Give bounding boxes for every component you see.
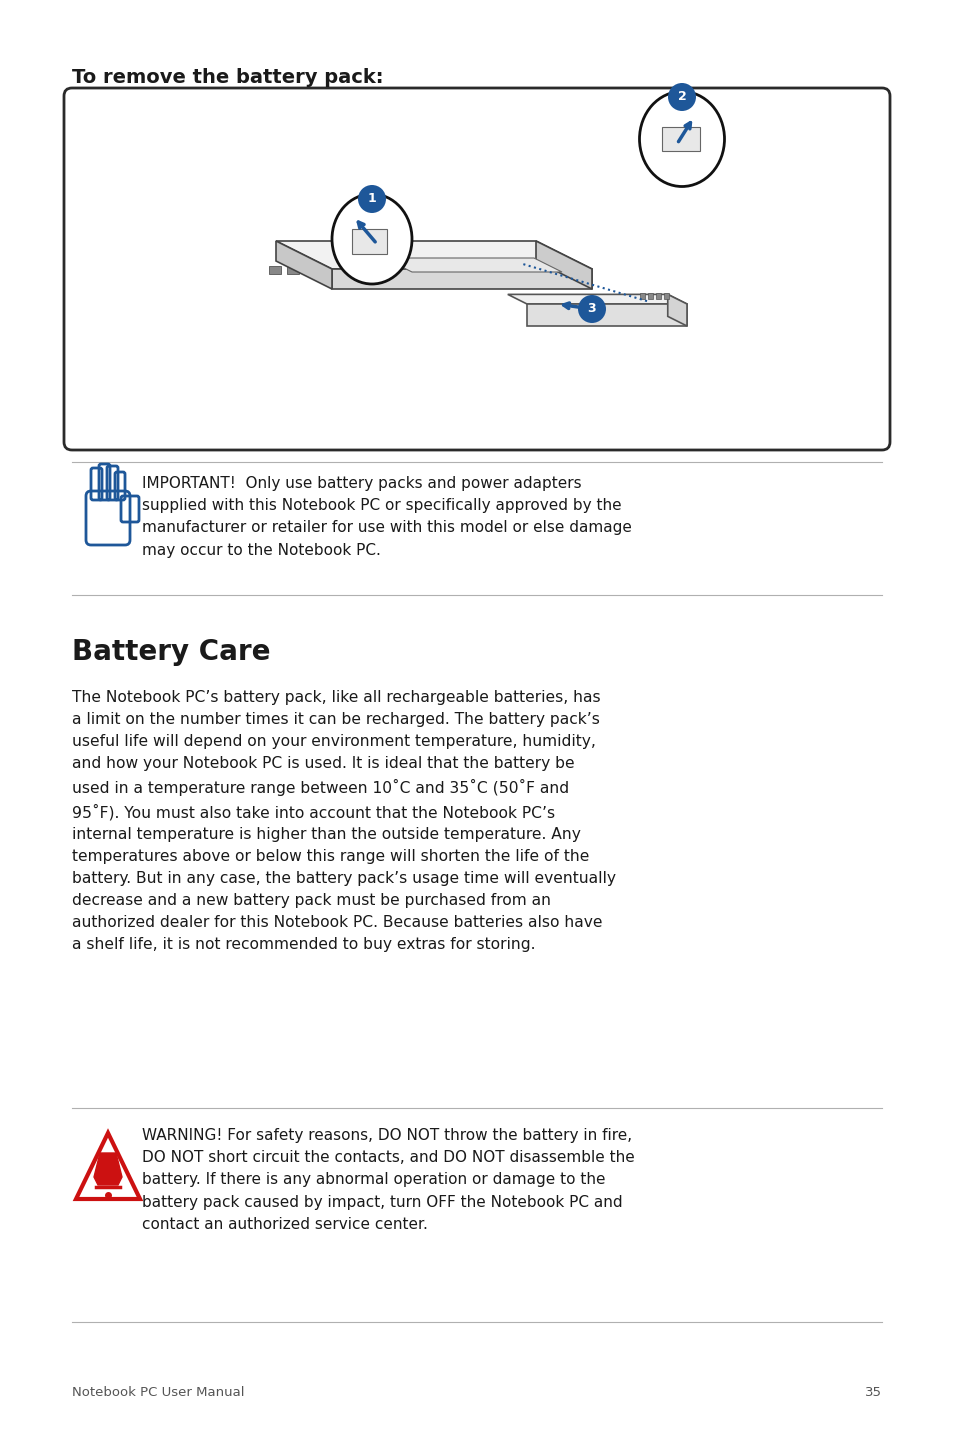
Polygon shape — [94, 1153, 122, 1185]
Polygon shape — [667, 295, 686, 326]
Ellipse shape — [639, 92, 723, 187]
Polygon shape — [507, 295, 686, 303]
Bar — [639, 293, 644, 299]
Polygon shape — [536, 242, 592, 289]
Text: 3: 3 — [587, 302, 596, 315]
Polygon shape — [275, 242, 332, 289]
Text: WARNING! For safety reasons, DO NOT throw the battery in fire,
DO NOT short circ: WARNING! For safety reasons, DO NOT thro… — [142, 1127, 634, 1232]
Circle shape — [357, 186, 386, 213]
Bar — [663, 293, 668, 299]
Polygon shape — [275, 242, 592, 269]
Text: The Notebook PC’s battery pack, like all rechargeable batteries, has
a limit on : The Notebook PC’s battery pack, like all… — [71, 690, 616, 952]
Text: To remove the battery pack:: To remove the battery pack: — [71, 68, 383, 88]
Polygon shape — [332, 269, 592, 289]
Text: IMPORTANT!  Only use battery packs and power adapters
supplied with this Noteboo: IMPORTANT! Only use battery packs and po… — [142, 476, 631, 558]
Bar — [305, 266, 316, 273]
Bar — [269, 266, 281, 273]
Ellipse shape — [332, 194, 412, 283]
Text: 35: 35 — [864, 1386, 882, 1399]
Text: 2: 2 — [677, 91, 685, 104]
Polygon shape — [352, 229, 387, 255]
Bar — [647, 293, 652, 299]
FancyBboxPatch shape — [64, 88, 889, 450]
Circle shape — [578, 295, 605, 324]
Text: 1: 1 — [367, 193, 376, 206]
Bar — [287, 266, 299, 273]
Polygon shape — [661, 127, 700, 151]
Bar — [655, 293, 659, 299]
Text: Notebook PC User Manual: Notebook PC User Manual — [71, 1386, 244, 1399]
Text: Battery Care: Battery Care — [71, 638, 271, 666]
Polygon shape — [526, 303, 686, 326]
Polygon shape — [384, 257, 561, 272]
Circle shape — [667, 83, 696, 111]
